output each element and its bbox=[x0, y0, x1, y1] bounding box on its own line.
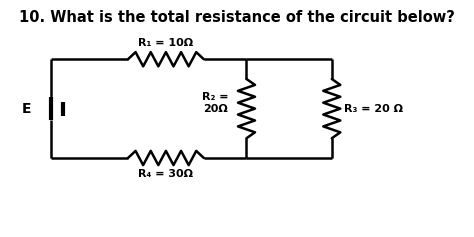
Text: R₂ =
20Ω: R₂ = 20Ω bbox=[202, 92, 229, 114]
Text: R₁ = 10Ω: R₁ = 10Ω bbox=[138, 38, 193, 48]
Text: R₃ = 20 Ω: R₃ = 20 Ω bbox=[344, 104, 402, 114]
Text: 10. What is the total resistance of the circuit below?: 10. What is the total resistance of the … bbox=[19, 10, 455, 25]
Text: R₄ = 30Ω: R₄ = 30Ω bbox=[138, 169, 193, 179]
Text: E: E bbox=[21, 102, 31, 116]
